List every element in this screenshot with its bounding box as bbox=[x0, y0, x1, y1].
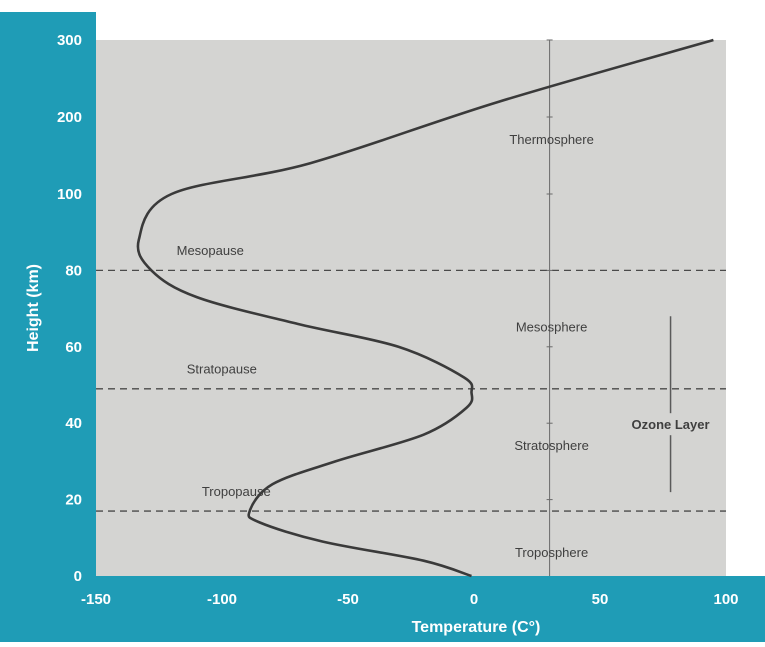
x-tick-label: -100 bbox=[207, 591, 237, 608]
label-thermosphere: Thermosphere bbox=[509, 132, 594, 147]
y-tick-label: 0 bbox=[74, 568, 82, 585]
x-tick-label: -50 bbox=[337, 591, 359, 608]
x-tick-label: 100 bbox=[713, 591, 738, 608]
annotation-labels: Tropopause Stratopause Mesopause Tropospher… bbox=[177, 132, 594, 560]
y-tick-label: 200 bbox=[57, 109, 82, 126]
y-tick-label: 20 bbox=[65, 492, 82, 509]
y-tick-label: 300 bbox=[57, 32, 82, 49]
ozone-layer-label: Ozone Layer bbox=[632, 417, 710, 432]
x-tick-label: -150 bbox=[81, 591, 111, 608]
ozone-label-bg bbox=[618, 413, 723, 436]
label-stratopause: Stratopause bbox=[187, 362, 257, 377]
y-tick-label: 100 bbox=[57, 186, 82, 203]
x-tick-label: 50 bbox=[592, 591, 609, 608]
label-stratosphere: Stratosphere bbox=[514, 438, 588, 453]
x-tick-label: 0 bbox=[470, 591, 478, 608]
reference-line bbox=[546, 39, 553, 576]
frame-bottom-band bbox=[0, 576, 765, 642]
y-tick-label: 40 bbox=[65, 415, 82, 432]
y-tick-label: 60 bbox=[65, 339, 82, 356]
y-tick-label: 80 bbox=[65, 262, 82, 279]
x-axis-label: Temperature (C°) bbox=[412, 619, 541, 636]
boundary-lines bbox=[96, 269, 726, 512]
frame-left-band bbox=[0, 12, 96, 642]
axis-ticks: -150 -100 -50 0 50 100 0 20 40 60 80 100 200 300 bbox=[57, 32, 739, 608]
ozone-layer-annotation: Ozone Layer bbox=[618, 316, 723, 493]
y-axis-label: Height (km) bbox=[25, 264, 42, 352]
plot-area bbox=[96, 40, 726, 576]
label-troposphere: Troposphere bbox=[515, 545, 588, 560]
label-tropopause: Tropopause bbox=[202, 484, 271, 499]
label-mesopause: Mesopause bbox=[177, 243, 244, 258]
temperature-curve bbox=[136, 38, 714, 578]
temperature-profile bbox=[136, 38, 714, 578]
label-mesosphere: Mesosphere bbox=[516, 320, 588, 335]
